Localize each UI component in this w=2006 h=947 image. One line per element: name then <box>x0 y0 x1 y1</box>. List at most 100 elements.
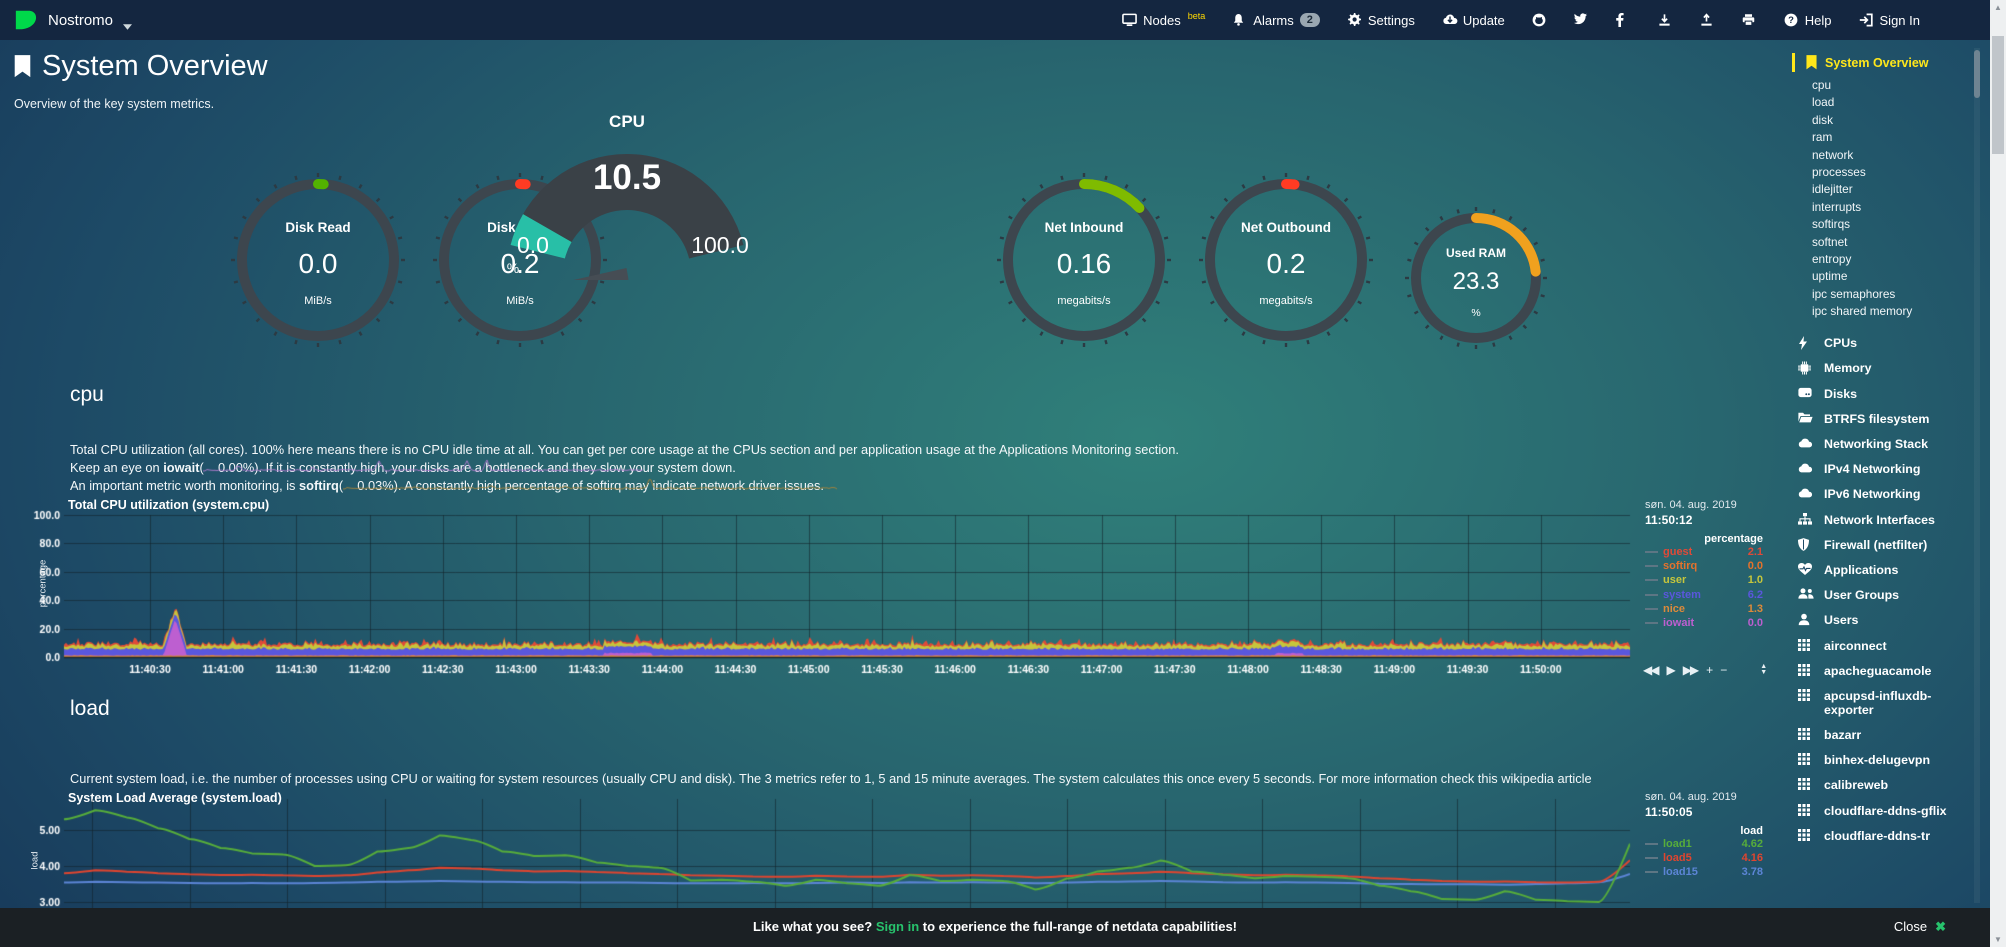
sidebar-item-ipv4-networking[interactable]: IPv4 Networking <box>1798 457 1974 482</box>
sidebar-item-cpus[interactable]: CPUs <box>1798 331 1974 356</box>
sidebar-item-cloudflare-ddns-tr[interactable]: cloudflare-ddns-tr <box>1798 823 1974 848</box>
sidebar-item-user-groups[interactable]: User Groups <box>1798 583 1974 608</box>
signin-link[interactable]: Sign in <box>875 919 920 934</box>
sidebar-subitem-entropy[interactable]: entropy <box>1812 252 1852 267</box>
help-button[interactable]: ? Help <box>1784 13 1832 28</box>
sidebar-item-binhex-delugevpn[interactable]: binhex-delugevpn <box>1798 748 1974 773</box>
sidebar-subitem-idlejitter[interactable]: idlejitter <box>1812 182 1853 197</box>
cpu-legend-item-system[interactable]: system 6.2 <box>1645 588 1763 602</box>
iowait-sparkline[interactable] <box>203 459 644 474</box>
page-scrollbar[interactable]: ▲ ▼ <box>1990 0 2006 947</box>
sidebar-subitem-processes[interactable]: processes <box>1812 165 1866 180</box>
sidebar-item-networking-stack[interactable]: Networking Stack <box>1798 431 1974 456</box>
user-icon <box>1798 613 1813 627</box>
sidebar-subitem-network[interactable]: network <box>1812 147 1854 162</box>
cpu-legend-value: 6.2 <box>1747 588 1763 601</box>
github-button[interactable] <box>1532 13 1547 28</box>
sidebar-item-bazarr[interactable]: bazarr <box>1798 723 1974 748</box>
page-scrollbar-thumb[interactable] <box>1992 36 2004 154</box>
sidebar-subitem-disk[interactable]: disk <box>1812 112 1833 127</box>
sidebar-item-system-overview[interactable]: System Overview <box>1792 52 1974 73</box>
pan-backward-button[interactable]: ◀◀ <box>1643 663 1660 677</box>
zoom-out-button[interactable]: − <box>1720 663 1727 677</box>
update-button[interactable]: Update <box>1442 13 1505 28</box>
load-legend-item-load15[interactable]: load15 3.78 <box>1645 865 1763 879</box>
hdd-icon <box>1798 387 1813 401</box>
sidebar-item-cloudflare-ddns-gflix[interactable]: cloudflare-ddns-gflix <box>1798 798 1974 823</box>
import-button[interactable] <box>1658 13 1673 28</box>
load-chart-legend: søn. 04. aug. 2019 11:50:05 load load1 4.62 l… <box>1645 791 1763 880</box>
cpu-chart-toolbox: ◀◀ ▶ ▶▶ + − ▲ ▼ <box>1643 663 1767 677</box>
sidebar-item-airconnect[interactable]: airconnect <box>1798 633 1974 658</box>
sidebar-subitem-load[interactable]: load <box>1812 95 1835 110</box>
sidebar-item-disks[interactable]: Disks <box>1798 381 1974 406</box>
play-button[interactable]: ▶ <box>1666 663 1675 677</box>
load-legend-item-load5[interactable]: load5 4.16 <box>1645 851 1763 865</box>
sidebar-item-label: apacheguacamole <box>1824 663 1932 678</box>
sidebar-subitem-cpu[interactable]: cpu <box>1812 78 1832 92</box>
disk-write-gauge-unit: MiB/s <box>506 295 534 308</box>
sidebar-item-network-interfaces[interactable]: Network Interfaces <box>1798 507 1974 532</box>
cpu-chart[interactable] <box>30 505 1640 685</box>
sidebar-item-firewall-netfilter-[interactable]: Firewall (netfilter) <box>1798 532 1974 557</box>
sidebar-item-applications[interactable]: Applications <box>1798 557 1974 582</box>
softirq-sparkline[interactable] <box>342 477 838 492</box>
navbar-actions: Nodes beta Alarms 2 Settings Update <box>1122 11 1920 28</box>
cpu-legend-item-softirq[interactable]: softirq 0.0 <box>1645 559 1763 573</box>
alarms-button[interactable]: Alarms 2 <box>1232 13 1320 28</box>
sidebar-item-btrfs-filesystem[interactable]: BTRFS filesystem <box>1798 406 1974 431</box>
sidebar-subitem-uptime[interactable]: uptime <box>1812 269 1848 284</box>
sidebar-subitem-ipc-shared-memory[interactable]: ipc shared memory <box>1812 304 1913 319</box>
cpu-legend-item-guest[interactable]: guest 2.1 <box>1645 545 1763 559</box>
nodes-button[interactable]: Nodes beta <box>1122 11 1205 28</box>
load-legend-units: load <box>1740 825 1763 837</box>
cpu-legend-item-user[interactable]: user 1.0 <box>1645 573 1763 587</box>
cpu-legend-name: system <box>1663 588 1701 601</box>
cpu-legend-value: 2.1 <box>1747 546 1763 559</box>
node-selector[interactable]: Nostromo <box>14 8 133 32</box>
twitter-button[interactable] <box>1573 12 1589 28</box>
sidebar-item-memory[interactable]: Memory <box>1798 356 1974 381</box>
cpu-legend-name: user <box>1663 574 1687 587</box>
export-button[interactable] <box>1700 12 1715 28</box>
print-button[interactable] <box>1742 13 1757 28</box>
used-ram-gauge[interactable]: Used RAM 23.3 % <box>1404 206 1548 350</box>
load-legend-item-load1[interactable]: load1 4.62 <box>1645 837 1763 851</box>
sidebar-subitem-ram[interactable]: ram <box>1812 130 1833 145</box>
sidebar-item-label: Applications <box>1824 562 1899 577</box>
net-inbound-gauge[interactable]: Net Inbound 0.16 megabits/s <box>996 172 1172 348</box>
signin-button[interactable]: Sign In <box>1859 13 1920 28</box>
settings-button[interactable]: Settings <box>1347 12 1415 28</box>
help-label: Help <box>1804 12 1832 28</box>
sidebar-scrollbar-thumb[interactable] <box>1974 50 1980 98</box>
sidebar-subitem-interrupts[interactable]: interrupts <box>1812 199 1862 214</box>
sidebar-item-apcupsd-influxdb-exporter[interactable]: apcupsd-influxdb-exporter <box>1798 683 1974 722</box>
sidebar-item-users[interactable]: Users <box>1798 608 1974 633</box>
sidebar-subitem-softirqs[interactable]: softirqs <box>1812 217 1851 232</box>
sidebar-item-calibreweb[interactable]: calibreweb <box>1798 773 1974 798</box>
scroll-up-icon[interactable]: ▲ <box>1994 3 2002 12</box>
sidebar-scrollbar[interactable] <box>1974 48 1980 903</box>
cpu-gauge[interactable] <box>495 128 759 280</box>
legend-dash-icon <box>1645 843 1658 846</box>
sidebar-item-label: binhex-delugevpn <box>1824 753 1931 768</box>
svg-text:?: ? <box>1788 15 1794 26</box>
cpu-legend-item-nice[interactable]: nice 1.3 <box>1645 602 1763 616</box>
banner-close-button[interactable]: Close ✖ <box>1894 919 1946 935</box>
sidebar-item-apacheguacamole[interactable]: apacheguacamole <box>1798 658 1974 683</box>
facebook-button[interactable] <box>1615 12 1631 28</box>
hostname: Nostromo <box>48 11 114 29</box>
cpu-legend-item-iowait[interactable]: iowait 0.0 <box>1645 616 1763 630</box>
legend-dash-icon <box>1645 871 1658 874</box>
net-outbound-gauge[interactable]: Net Outbound 0.2 megabits/s <box>1198 172 1374 348</box>
zoom-in-button[interactable]: + <box>1706 663 1713 677</box>
sidebar-item-label: cloudflare-ddns-tr <box>1824 828 1931 843</box>
sidebar-item-ipv6-networking[interactable]: IPv6 Networking <box>1798 482 1974 507</box>
sidebar-subitem-ipc-semaphores[interactable]: ipc semaphores <box>1812 286 1896 301</box>
disk-read-gauge[interactable]: Disk Read 0.0 MiB/s <box>230 172 406 348</box>
disk-write-gauge-ring <box>433 173 607 347</box>
pan-forward-button[interactable]: ▶▶ <box>1682 663 1700 677</box>
sidebar-subitem-softnet[interactable]: softnet <box>1812 234 1848 249</box>
resize-chart-button[interactable]: ▲ ▼ <box>1760 663 1768 676</box>
scroll-down-icon[interactable]: ▼ <box>1994 935 2002 944</box>
